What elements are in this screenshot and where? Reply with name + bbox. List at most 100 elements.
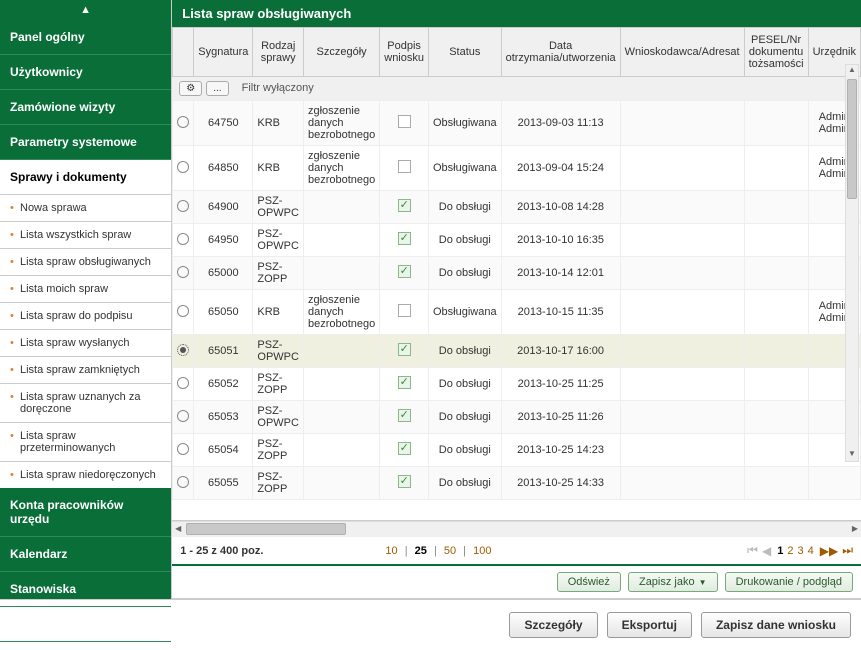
row-radio[interactable]	[177, 305, 189, 317]
hscroll-thumb[interactable]	[186, 523, 346, 535]
table-row[interactable]: 65054PSZ-ZOPPDo obsługi2013-10-25 14:23	[173, 434, 861, 467]
row-radio[interactable]	[177, 377, 189, 389]
scroll-right-icon[interactable]: ▶	[849, 522, 861, 536]
row-radio[interactable]	[177, 344, 189, 356]
table-cell	[303, 335, 379, 368]
scroll-left-icon[interactable]: ◀	[172, 522, 184, 536]
page-size-option[interactable]: 10	[385, 545, 397, 557]
sidebar-sub-item[interactable]: Lista wszystkich spraw	[0, 221, 171, 248]
filter-open-button[interactable]: ...	[206, 81, 228, 96]
table-row[interactable]: 65055PSZ-ZOPPDo obsługi2013-10-25 14:33	[173, 467, 861, 500]
table-cell: 2013-10-25 14:23	[501, 434, 620, 467]
table-cell	[303, 467, 379, 500]
row-radio[interactable]	[177, 443, 189, 455]
page-title: Lista spraw obsługiwanych	[172, 0, 861, 27]
row-radio[interactable]	[177, 476, 189, 488]
sidebar-sub-item[interactable]: Lista spraw niedoręczonych	[0, 461, 171, 488]
scroll-up-icon[interactable]: ▲	[846, 65, 858, 77]
table-cell: PSZ-OPWPC	[253, 224, 304, 257]
table-cell: zgłoszenie danych bezrobotnego	[303, 290, 379, 335]
page-size-option[interactable]: 50	[444, 545, 456, 557]
table-cell: Do obsługi	[428, 434, 501, 467]
table-cell: 65050	[194, 290, 253, 335]
sidebar-item[interactable]: Stanowiska	[0, 572, 171, 607]
column-header[interactable]: Podpis wniosku	[380, 28, 429, 77]
page-size-option[interactable]: 100	[473, 545, 491, 557]
sidebar-item[interactable]: Parametry systemowe	[0, 125, 171, 160]
pager-first-icon[interactable]: ⏮	[747, 543, 758, 558]
sidebar-sub-item[interactable]: Lista spraw wysłanych	[0, 329, 171, 356]
table-row[interactable]: 64900PSZ-OPWPCDo obsługi2013-10-08 14:28	[173, 191, 861, 224]
page-number[interactable]: 2	[787, 545, 793, 557]
table-cell	[744, 335, 808, 368]
row-radio[interactable]	[177, 410, 189, 422]
table-cell	[303, 191, 379, 224]
print-preview-button[interactable]: Drukowanie / podgląd	[725, 572, 853, 592]
row-radio[interactable]	[177, 200, 189, 212]
sidebar-item[interactable]: Monitorowanie systemu	[0, 607, 171, 642]
table-cell	[380, 467, 429, 500]
sidebar-item[interactable]: Zamówione wizyty	[0, 90, 171, 125]
sidebar-scroll-up-icon[interactable]: ▲	[0, 0, 171, 20]
row-radio[interactable]	[177, 266, 189, 278]
signature-checkbox	[398, 199, 411, 212]
refresh-button[interactable]: Odśwież	[557, 572, 621, 592]
pager-last-icon[interactable]: ⏭	[842, 543, 853, 558]
sidebar-sub-item[interactable]: Lista spraw zamkniętych	[0, 356, 171, 383]
page-number[interactable]: 3	[797, 545, 803, 557]
horizontal-scrollbar[interactable]: ◀ ▶	[172, 521, 861, 537]
table-cell	[620, 434, 744, 467]
save-application-data-button[interactable]: Zapisz dane wniosku	[701, 612, 851, 638]
table-row[interactable]: 65053PSZ-OPWPCDo obsługi2013-10-25 11:26	[173, 401, 861, 434]
table-row[interactable]: 65000PSZ-ZOPPDo obsługi2013-10-14 12:01	[173, 257, 861, 290]
column-header[interactable]: Sygnatura	[194, 28, 253, 77]
sidebar-item[interactable]: Panel ogólny	[0, 20, 171, 55]
sidebar-sub-item[interactable]: Lista spraw do podpisu	[0, 302, 171, 329]
table-row[interactable]: 65051PSZ-OPWPCDo obsługi2013-10-17 16:00	[173, 335, 861, 368]
sidebar-item-sprawy-i-dokumenty[interactable]: Sprawy i dokumenty	[0, 160, 171, 194]
sidebar-sub-item[interactable]: Nowa sprawa	[0, 194, 171, 221]
table-cell	[744, 290, 808, 335]
vertical-scrollbar[interactable]: ▲ ▼	[845, 64, 859, 462]
page-size-option[interactable]: 25	[415, 545, 427, 557]
save-as-button[interactable]: Zapisz jako▼	[628, 572, 718, 592]
table-cell: 2013-10-15 11:35	[501, 290, 620, 335]
column-header[interactable]: Status	[428, 28, 501, 77]
sidebar-item[interactable]: Kalendarz	[0, 537, 171, 572]
filter-config-button[interactable]: ⚙	[179, 81, 202, 96]
table-row[interactable]: 64850KRBzgłoszenie danych bezrobotnegoOb…	[173, 146, 861, 191]
row-radio[interactable]	[177, 116, 189, 128]
export-button[interactable]: Eksportuj	[607, 612, 692, 638]
table-row[interactable]: 64750KRBzgłoszenie danych bezrobotnegoOb…	[173, 101, 861, 146]
table-cell: KRB	[253, 290, 304, 335]
signature-checkbox	[398, 376, 411, 389]
table-row[interactable]: 64950PSZ-OPWPCDo obsługi2013-10-10 16:35	[173, 224, 861, 257]
pager-prev-icon[interactable]: ◀	[762, 544, 771, 558]
table-row[interactable]: 65050KRBzgłoszenie danych bezrobotnegoOb…	[173, 290, 861, 335]
scroll-thumb[interactable]	[847, 79, 857, 199]
column-header[interactable]: Wnioskodawca/Adresat	[620, 28, 744, 77]
sidebar-sub-item[interactable]: Lista moich spraw	[0, 275, 171, 302]
sidebar-sub-item[interactable]: Lista spraw obsługiwanych	[0, 248, 171, 275]
table-cell	[303, 434, 379, 467]
sidebar-item[interactable]: Konta pracowników urzędu	[0, 488, 171, 537]
table-cell	[620, 146, 744, 191]
row-radio[interactable]	[177, 161, 189, 173]
sidebar-item[interactable]: Użytkownicy	[0, 55, 171, 90]
column-header[interactable]: Szczegóły	[303, 28, 379, 77]
row-radio[interactable]	[177, 233, 189, 245]
page-number[interactable]: 1	[777, 545, 783, 557]
sidebar-sub-item[interactable]: Lista spraw przeterminowanych	[0, 422, 171, 461]
table-cell	[303, 224, 379, 257]
sidebar-sub-item[interactable]: Lista spraw uznanych za doręczone	[0, 383, 171, 422]
column-header[interactable]: Data otrzymania/utworzenia	[501, 28, 620, 77]
pager-next-icon[interactable]: ▶▶	[820, 544, 838, 558]
table-row[interactable]: 65052PSZ-ZOPPDo obsługi2013-10-25 11:25	[173, 368, 861, 401]
column-header[interactable]: PESEL/Nr dokumentu tożsamości	[744, 28, 808, 77]
scroll-down-icon[interactable]: ▼	[846, 449, 858, 461]
column-header[interactable]: Rodzaj sprawy	[253, 28, 304, 77]
page-number[interactable]: 4	[808, 545, 814, 557]
details-button[interactable]: Szczegóły	[509, 612, 597, 638]
table-cell	[620, 368, 744, 401]
signature-checkbox	[398, 265, 411, 278]
